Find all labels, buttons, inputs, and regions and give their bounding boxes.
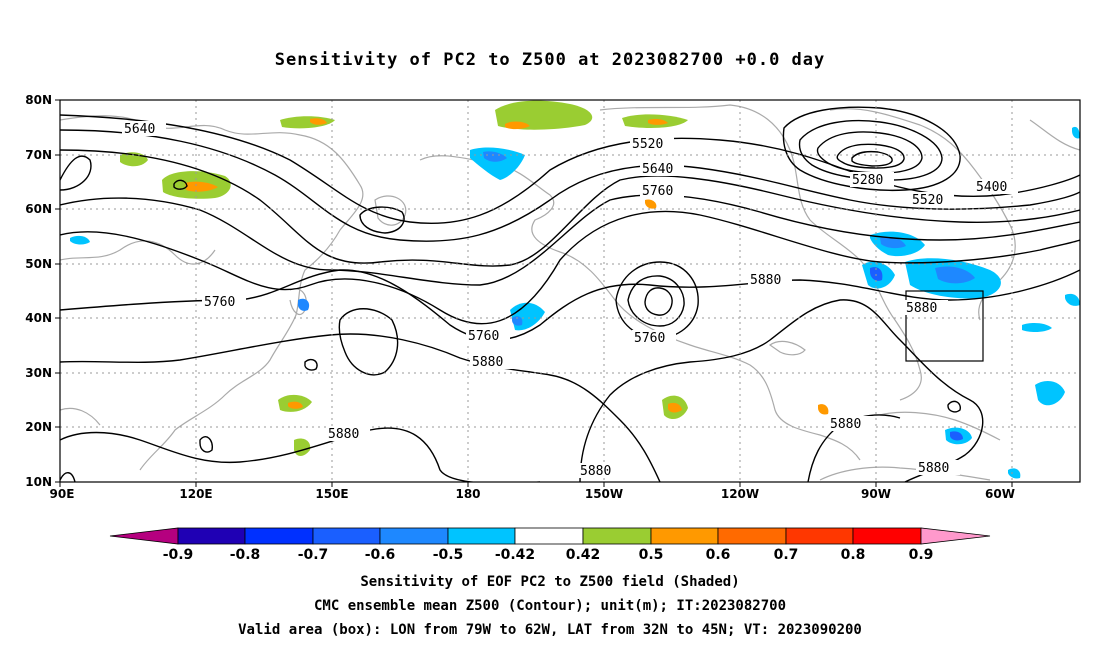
svg-text:60N: 60N: [25, 202, 52, 216]
colorbar-cell-4: [379, 527, 449, 545]
tick-marks: [55, 99, 1013, 487]
colorbar-cell-6: [514, 527, 584, 545]
valid-area-box: [905, 290, 984, 362]
svg-text:0.5: 0.5: [639, 547, 664, 563]
svg-text:150W: 150W: [585, 487, 623, 501]
svg-text:-0.6: -0.6: [365, 547, 396, 563]
svg-text:-0.8: -0.8: [230, 547, 261, 563]
map-frame: [59, 99, 1081, 483]
caption-contour: CMC ensemble mean Z500 (Contour); unit(m…: [313, 598, 786, 614]
svg-text:-0.42: -0.42: [495, 547, 535, 563]
svg-text:5880: 5880: [750, 273, 781, 288]
svg-text:5880: 5880: [906, 301, 937, 316]
svg-text:90E: 90E: [50, 487, 75, 501]
svg-text:5520: 5520: [912, 193, 943, 208]
svg-text:5760: 5760: [468, 329, 499, 344]
page-title: Sensitivity of PC2 to Z500 at 2023082700…: [274, 50, 826, 70]
svg-text:40N: 40N: [25, 311, 52, 325]
svg-text:5880: 5880: [328, 427, 359, 442]
svg-text:80N: 80N: [25, 93, 52, 107]
colorbar: [109, 527, 991, 545]
svg-text:0.8: 0.8: [841, 547, 866, 563]
svg-text:5640: 5640: [642, 162, 673, 177]
svg-text:5520: 5520: [632, 137, 663, 152]
coastlines: [60, 104, 1080, 481]
svg-text:5760: 5760: [634, 331, 665, 346]
svg-text:0.42: 0.42: [566, 547, 601, 563]
svg-text:60W: 60W: [985, 487, 1015, 501]
svg-text:5640: 5640: [124, 122, 155, 137]
svg-text:5880: 5880: [918, 461, 949, 476]
lon-tick-labels: 90E 120E 150E 180 150W 120W 90W 60W: [50, 487, 1015, 501]
contour-labels: 5640 5520 5640 5760 5280 5400 5520 5760 …: [122, 121, 1018, 479]
caption-shaded: Sensitivity of EOF PC2 to Z500 field (Sh…: [360, 574, 740, 590]
map-area: 5640 5520 5640 5760 5280 5400 5520 5760 …: [60, 100, 1080, 482]
svg-text:0.6: 0.6: [706, 547, 731, 563]
svg-text:10N: 10N: [25, 475, 52, 489]
svg-text:-0.5: -0.5: [433, 547, 464, 563]
svg-text:5880: 5880: [472, 355, 503, 370]
svg-text:20N: 20N: [25, 420, 52, 434]
svg-text:50N: 50N: [25, 257, 52, 271]
svg-text:70N: 70N: [25, 148, 52, 162]
colorbar-cell-8: [650, 527, 719, 545]
svg-text:150E: 150E: [315, 487, 348, 501]
svg-text:90W: 90W: [861, 487, 891, 501]
colorbar-cell-1: [177, 527, 246, 545]
svg-text:5880: 5880: [580, 464, 611, 479]
colorbar-cell-5: [447, 527, 516, 545]
caption-valid-area: Valid area (box): LON from 79W to 62W, L…: [238, 622, 862, 638]
svg-text:0.9: 0.9: [909, 547, 934, 563]
svg-text:5880: 5880: [830, 417, 861, 432]
svg-text:30N: 30N: [25, 366, 52, 380]
colorbar-cell-3: [312, 527, 381, 545]
colorbar-cell-9: [717, 527, 787, 545]
svg-text:120W: 120W: [721, 487, 759, 501]
svg-text:5760: 5760: [642, 184, 673, 199]
colorbar-cell-0: [109, 527, 179, 545]
svg-text:5280: 5280: [852, 173, 883, 188]
svg-text:0.7: 0.7: [774, 547, 799, 563]
svg-text:-0.9: -0.9: [163, 547, 194, 563]
svg-text:5400: 5400: [976, 180, 1007, 195]
colorbar-cell-2: [244, 527, 314, 545]
svg-text:5760: 5760: [204, 295, 235, 310]
svg-text:180: 180: [455, 487, 480, 501]
lat-tick-labels: 80N 70N 60N 50N 40N 30N 20N 10N: [25, 93, 52, 489]
colorbar-cell-7: [582, 527, 652, 545]
colorbar-labels: -0.9 -0.8 -0.7 -0.6 -0.5 -0.42 0.42 0.5 …: [163, 547, 934, 563]
colorbar-cell-12: [920, 527, 991, 545]
svg-text:-0.7: -0.7: [298, 547, 329, 563]
lat-lon-grid: [60, 100, 1080, 482]
colorbar-cell-10: [785, 527, 854, 545]
colorbar-cell-11: [852, 527, 922, 545]
svg-text:120E: 120E: [179, 487, 212, 501]
